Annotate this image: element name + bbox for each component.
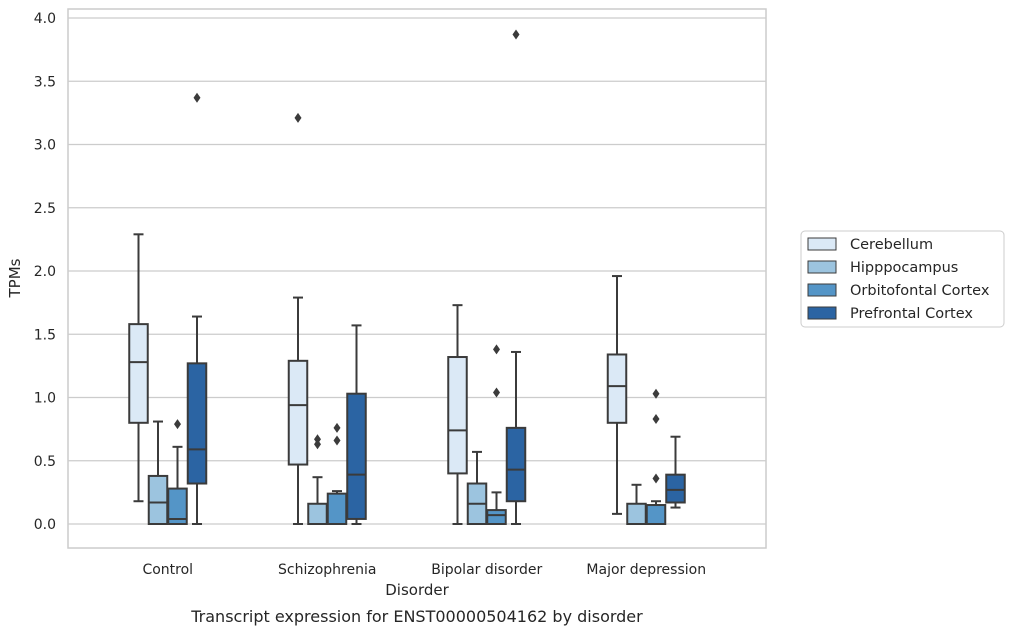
outlier-point xyxy=(493,387,500,398)
y-tick-label: 0.0 xyxy=(34,517,56,533)
outlier-point xyxy=(652,473,660,484)
x-tick-label: Bipolar disorder xyxy=(431,562,542,578)
box-cerebellum xyxy=(128,233,149,503)
y-tick-label: 1.5 xyxy=(34,327,56,343)
x-axis-label: Disorder xyxy=(385,581,449,599)
x-tick-labels: Control Schizophrenia Bipolar disorder Majo… xyxy=(142,562,706,578)
outlier-point xyxy=(652,414,660,425)
outlier-point xyxy=(333,435,341,446)
legend-label: Hipppocampus xyxy=(850,260,958,276)
chart-caption: Transcript expression for ENST0000050416… xyxy=(190,607,643,626)
outlier-point xyxy=(314,439,321,450)
box-hipppocampus xyxy=(466,450,488,525)
box-iqr xyxy=(346,392,367,520)
legend-label: Cerebellum xyxy=(850,237,933,253)
x-tick-label: Schizophrenia xyxy=(278,562,376,578)
grid-lines xyxy=(68,17,766,525)
legend-label: Prefrontal Cortex xyxy=(850,306,973,322)
outlier-point xyxy=(314,434,321,445)
box-prefrontal-cortex xyxy=(505,29,527,525)
box-iqr xyxy=(147,474,169,525)
box-iqr xyxy=(326,492,348,526)
box-prefrontal-cortex xyxy=(346,324,367,525)
x-tick-label: Control xyxy=(142,562,193,578)
box-iqr xyxy=(665,473,686,504)
legend-swatch xyxy=(807,260,837,274)
y-tick-label: 4.0 xyxy=(34,11,56,27)
outlier-point xyxy=(493,344,500,355)
box-iqr xyxy=(447,356,468,475)
box-cerebellum xyxy=(287,112,309,525)
outlier-point xyxy=(193,92,201,103)
legend-label: Orbitofontal Cortex xyxy=(850,283,990,299)
box-orbitofontal-cortex xyxy=(645,388,667,525)
y-tick-label: 1.0 xyxy=(34,391,56,407)
box-iqr xyxy=(307,502,328,526)
box-prefrontal-cortex xyxy=(665,435,686,509)
box-series xyxy=(128,29,686,526)
y-tick-label: 3.0 xyxy=(34,138,56,154)
box-iqr xyxy=(626,502,647,526)
y-tick-label: 2.5 xyxy=(34,201,56,217)
outlier-point xyxy=(174,419,181,430)
box-iqr xyxy=(167,487,188,525)
y-tick-labels: 0.0 0.5 1.0 1.5 2.0 2.5 3.0 3.5 4.0 xyxy=(34,11,56,533)
box-iqr xyxy=(645,504,667,525)
outlier-point xyxy=(512,29,520,40)
box-hipppocampus xyxy=(307,434,328,526)
legend-swatch xyxy=(807,237,837,251)
legend-items: Cerebellum Hipppocampus Orbitofontal Corte… xyxy=(807,237,990,322)
box-orbitofontal-cortex xyxy=(326,422,348,526)
box-orbitofontal-cortex xyxy=(486,344,507,525)
outlier-point xyxy=(652,388,660,399)
y-axis-label: TPMs xyxy=(6,258,24,298)
box-iqr xyxy=(606,353,628,424)
box-iqr xyxy=(486,509,507,525)
legend-swatch xyxy=(807,306,837,320)
box-hipppocampus xyxy=(626,483,647,526)
y-tick-label: 0.5 xyxy=(34,454,56,470)
box-cerebellum xyxy=(606,275,628,515)
x-tick-label: Major depression xyxy=(586,562,706,578)
box-orbitofontal-cortex xyxy=(167,419,188,525)
legend: Cerebellum Hipppocampus Orbitofontal Corte… xyxy=(800,230,1005,328)
legend-swatch xyxy=(807,283,837,297)
y-tick-label: 3.5 xyxy=(34,74,56,90)
box-prefrontal-cortex xyxy=(186,92,208,525)
box-hipppocampus xyxy=(147,420,169,525)
box-iqr xyxy=(128,323,149,424)
box-cerebellum xyxy=(447,304,468,525)
outlier-point xyxy=(333,422,341,433)
plot-frame xyxy=(67,8,767,549)
legend-frame xyxy=(800,230,1005,328)
outlier-point xyxy=(294,112,302,123)
box-iqr xyxy=(287,359,309,466)
box-iqr xyxy=(186,362,208,485)
y-tick-label: 2.0 xyxy=(34,264,56,280)
box-iqr xyxy=(505,426,527,503)
